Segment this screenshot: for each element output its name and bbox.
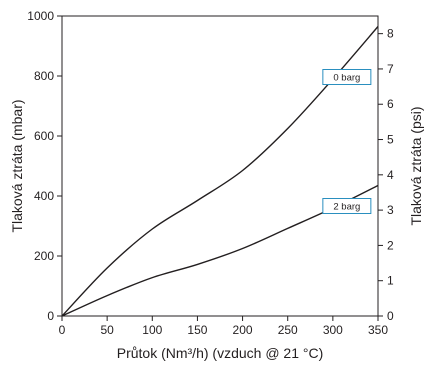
callout-box bbox=[322, 198, 372, 214]
y2-tick-label: 2 bbox=[387, 238, 394, 252]
y2-axis-title: Tlaková ztráta (psi) bbox=[408, 106, 424, 225]
y-tick-label: 800 bbox=[34, 69, 54, 83]
y2-tick-label: 1 bbox=[387, 274, 394, 288]
y2-tick-label: 7 bbox=[387, 62, 394, 76]
callout-label: 0 barg bbox=[333, 73, 360, 84]
y-tick-label: 200 bbox=[34, 249, 54, 263]
y2-tick-label: 8 bbox=[387, 27, 394, 41]
x-tick-label: 250 bbox=[278, 323, 298, 337]
x-tick-label: 350 bbox=[368, 323, 388, 337]
y2-tick-label: 6 bbox=[387, 97, 394, 111]
y-tick-label: 1000 bbox=[27, 9, 54, 23]
series-callout: 2 barg bbox=[322, 198, 372, 214]
x-tick-label: 200 bbox=[233, 323, 253, 337]
x-tick-label: 150 bbox=[187, 323, 207, 337]
x-tick-label: 100 bbox=[142, 323, 162, 337]
y2-tick-label: 0 bbox=[387, 309, 394, 323]
x-axis-title: Průtok (Nm³/h) (vzduch @ 21 °C) bbox=[117, 345, 324, 361]
y2-tick-label: 3 bbox=[387, 203, 394, 217]
y2-tick-label: 5 bbox=[387, 133, 394, 147]
x-tick-label: 50 bbox=[100, 323, 114, 337]
x-tick-label: 300 bbox=[323, 323, 343, 337]
plot-frame bbox=[61, 15, 379, 317]
y-tick-label: 400 bbox=[34, 189, 54, 203]
series-callout: 0 barg bbox=[322, 69, 372, 85]
axis-layer: 0 50 100 150 200 250 300 3500200400600800100001… bbox=[27, 9, 394, 337]
callout-layer: 0 barg 2 barg bbox=[322, 69, 372, 214]
y2-tick-label: 4 bbox=[387, 168, 394, 182]
callout-label: 2 barg bbox=[333, 202, 360, 213]
y-axis-title: Tlaková ztráta (mbar) bbox=[9, 99, 25, 232]
y-tick-label: 600 bbox=[34, 129, 54, 143]
callout-box bbox=[322, 69, 372, 85]
x-tick-label: 0 bbox=[59, 323, 66, 337]
y-tick-label: 0 bbox=[47, 309, 54, 323]
